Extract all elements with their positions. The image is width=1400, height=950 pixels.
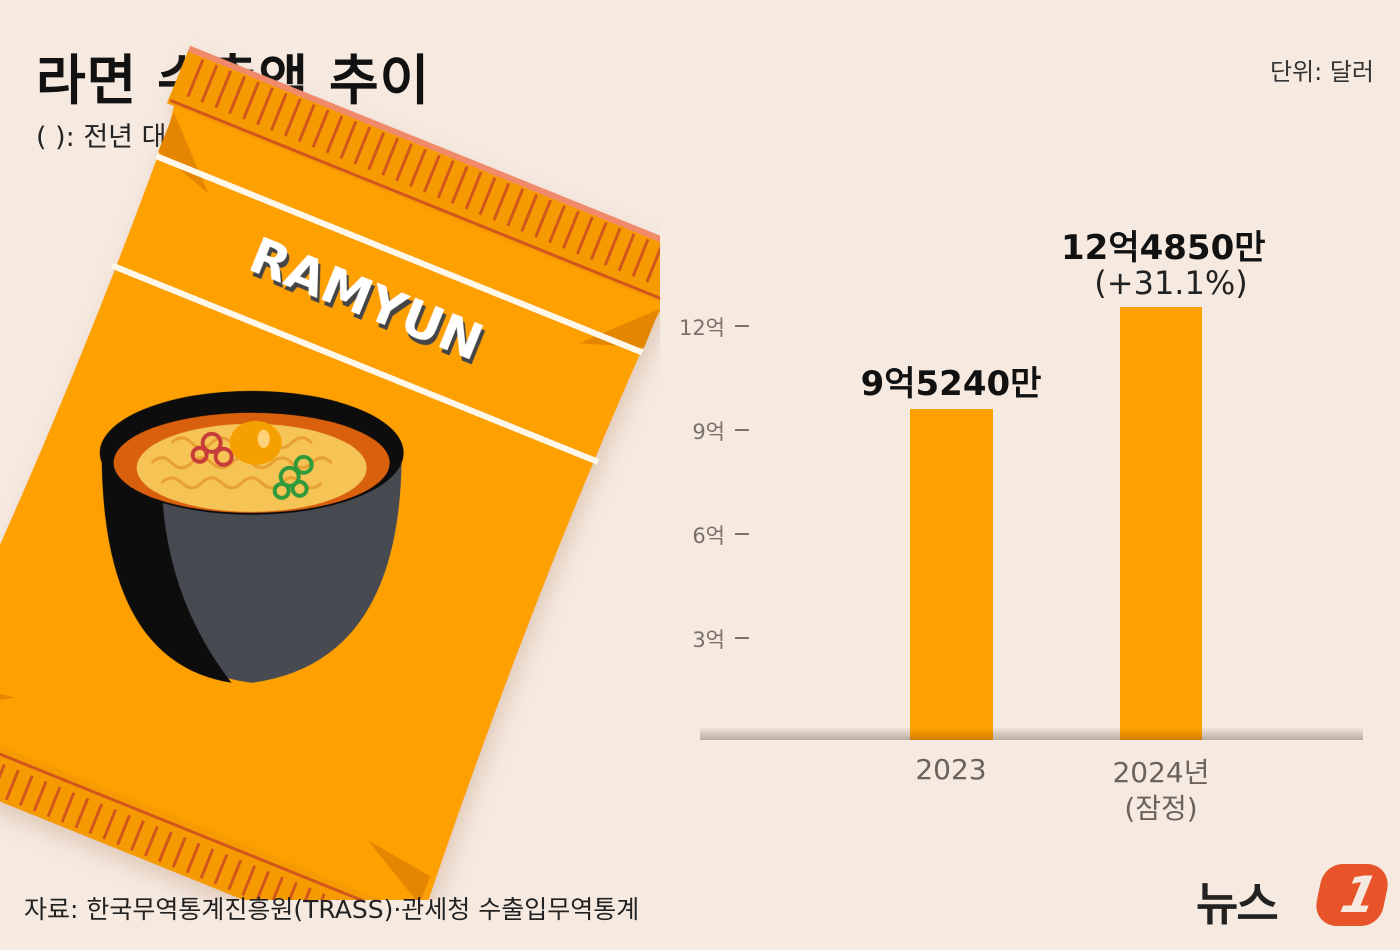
x-label-2024: 2024년 (잠정) <box>1081 755 1241 827</box>
bar-2023 <box>910 409 993 740</box>
x-label-2024-note: (잠정) <box>1124 792 1198 825</box>
bar-2024 <box>1120 307 1202 740</box>
y-tick-12: 12억 <box>678 316 725 340</box>
bar-2024-value: 12억4850만 <box>1061 228 1266 268</box>
y-tick-6: 6억 <box>692 524 725 548</box>
logo-text: 뉴스 <box>1196 877 1279 931</box>
x-axis-baseline <box>700 728 1363 740</box>
y-tick-mark <box>735 533 749 535</box>
y-tick-9: 9억 <box>692 420 725 444</box>
news1-logo: 뉴스 1 <box>1196 862 1393 932</box>
unit-label: 단위: 달러 <box>1269 58 1374 86</box>
y-tick-mark <box>735 637 749 639</box>
bar-2024-change: (+31.1%) <box>1094 264 1248 302</box>
ramyun-pack-illustration: RAMYUN RAMYUN <box>0 45 660 900</box>
source-note: 자료: 한국무역통계진흥원(TRASS)·관세청 수출입무역통계 <box>24 895 640 924</box>
bar-2023-value: 9억5240만 <box>860 364 1042 404</box>
y-tick-3: 3억 <box>692 628 725 652</box>
y-tick-mark <box>735 325 749 327</box>
logo-mark-icon: 1 <box>1311 864 1393 926</box>
x-label-2024-year: 2024년 <box>1112 756 1210 789</box>
x-label-2023: 2023 <box>915 753 987 786</box>
y-tick-mark <box>735 429 749 431</box>
